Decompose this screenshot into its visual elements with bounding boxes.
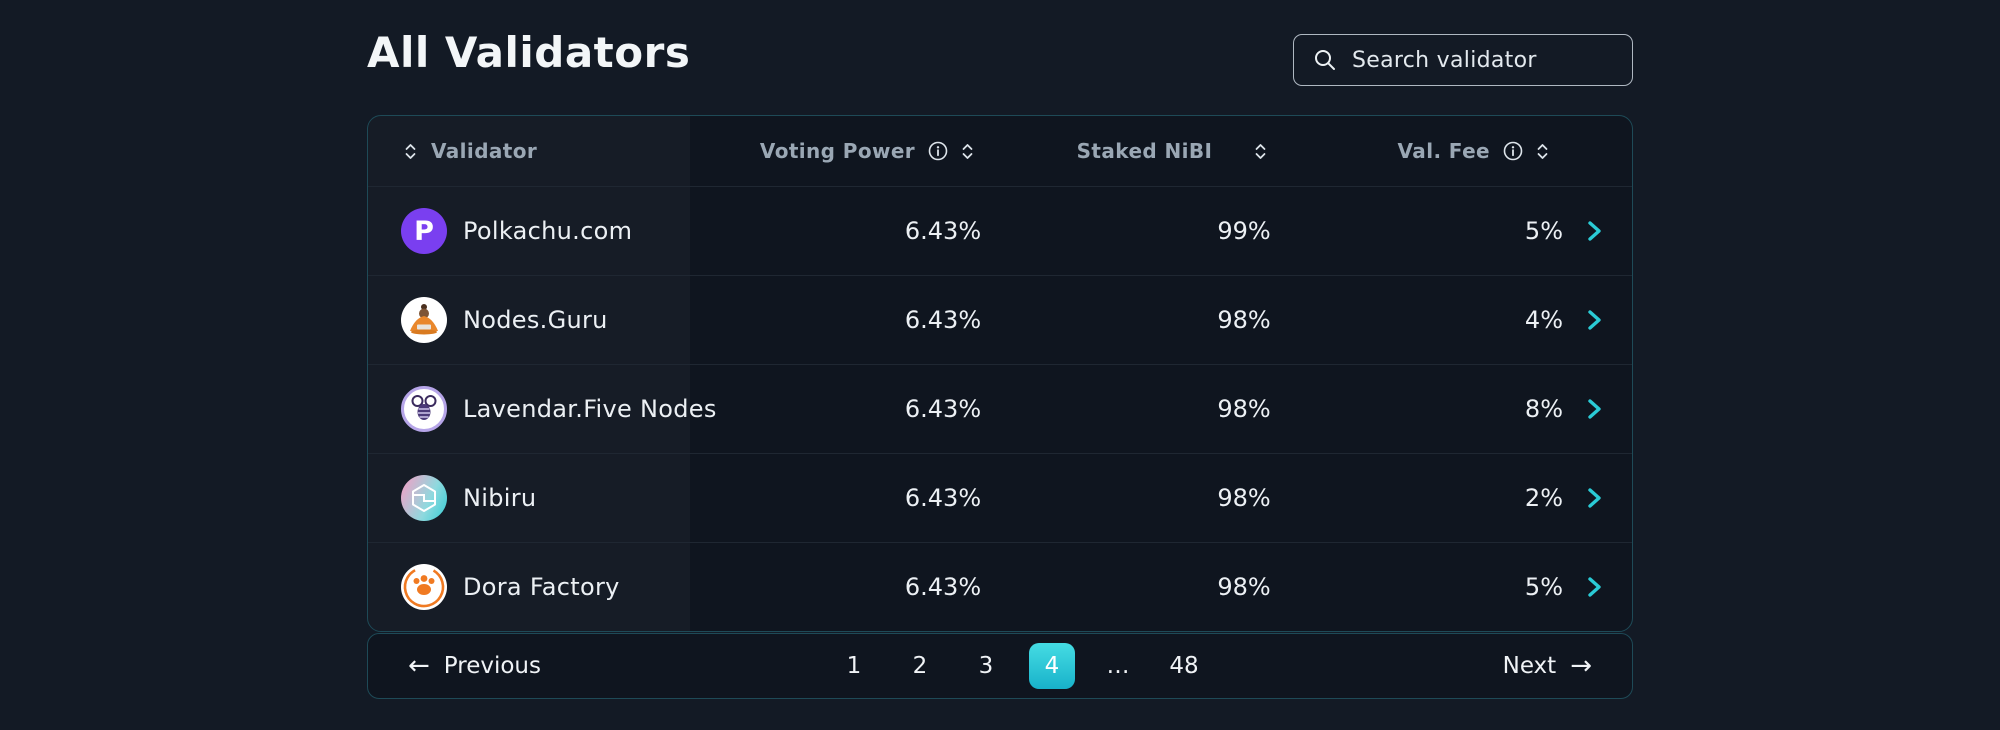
pagination-bar: ← Previous 1 2 3 4 … 48 Next → [367,633,1633,699]
page-ellipsis: … [1106,653,1130,679]
validator-name: Polkachu.com [463,217,633,245]
nodes-guru-logo-icon [401,297,447,343]
table-body: P Polkachu.com 6.43% 99% 5% [368,186,1632,631]
header-voting-power-label: Voting Power [759,139,916,163]
header-staked-nibi[interactable]: Staked NiBI [1044,116,1300,186]
voting-power-value: 6.43% [904,395,982,423]
validator-name: Dora Factory [463,573,620,601]
arrow-right-icon: → [1570,651,1592,681]
staked-value: 98% [1217,484,1271,512]
next-button[interactable]: Next → [1503,653,1592,679]
page-button-1[interactable]: 1 [846,653,862,679]
page-button-2[interactable]: 2 [912,653,928,679]
previous-button[interactable]: ← Previous [408,653,541,679]
table-row[interactable]: P Polkachu.com 6.43% 99% 5% [368,186,1632,275]
page-button-48[interactable]: 48 [1169,653,1199,679]
table-row[interactable]: Lavendar.Five Nodes 6.43% 98% 8% [368,364,1632,453]
header-val-fee-label: Val. Fee [1397,139,1490,163]
voting-power-value: 6.43% [904,306,982,334]
validator-name: Nodes.Guru [463,306,608,334]
header-staked-nibi-label: Staked NiBI [1076,139,1213,163]
info-icon[interactable] [927,140,949,162]
staked-value: 98% [1217,573,1271,601]
voting-power-value: 6.43% [904,573,982,601]
table-header-row: Validator Voting Power [368,116,1632,186]
page-title: All Validators [367,28,691,77]
arrow-left-icon: ← [408,651,430,681]
table-row[interactable]: Nodes.Guru 6.43% 98% 4% [368,275,1632,364]
chevron-right-icon [1587,487,1602,509]
voting-power-value: 6.43% [904,217,982,245]
validator-name: Nibiru [463,484,537,512]
nibiru-logo-icon [401,475,447,521]
header-voting-power[interactable]: Voting Power [690,116,1044,186]
dora-factory-logo-icon [401,564,447,610]
chevron-right-icon [1587,398,1602,420]
polkachu-logo-icon: P [401,208,447,254]
sort-icon[interactable] [1536,143,1549,160]
header-val-fee[interactable]: Val. Fee [1300,116,1632,186]
next-label: Next [1502,653,1557,679]
sort-icon[interactable] [961,143,974,160]
fee-value: 4% [1524,306,1563,334]
validator-name: Lavendar.Five Nodes [463,395,717,423]
staked-value: 98% [1217,306,1271,334]
page-button-3[interactable]: 3 [978,653,994,679]
page-number-list: 1 2 3 4 … 48 [831,643,1207,689]
sort-icon[interactable] [1254,143,1267,160]
staked-value: 98% [1217,395,1271,423]
search-placeholder: Search validator [1352,47,1537,73]
chevron-right-icon [1587,220,1602,242]
info-icon[interactable] [1502,140,1524,162]
chevron-right-icon [1587,309,1602,331]
table-row[interactable]: Dora Factory 6.43% 98% 5% [368,542,1632,631]
header-validator[interactable]: Validator [368,116,690,186]
fee-value: 5% [1524,217,1563,245]
header-validator-label: Validator [431,139,538,163]
fee-value: 8% [1524,395,1563,423]
fee-value: 5% [1524,573,1563,601]
chevron-right-icon [1587,576,1602,598]
sort-icon[interactable] [404,143,417,160]
lavender-five-bee-logo-icon [401,386,447,432]
fee-value: 2% [1524,484,1563,512]
voting-power-value: 6.43% [904,484,982,512]
page-button-4[interactable]: 4 [1029,643,1075,689]
table-row[interactable]: Nibiru 6.43% 98% 2% [368,453,1632,542]
validators-table: Validator Voting Power [367,115,1633,632]
previous-label: Previous [443,653,541,679]
validators-page: All Validators Search validator Validato… [367,0,1633,730]
search-input[interactable]: Search validator [1293,34,1633,86]
staked-value: 99% [1217,217,1271,245]
search-icon [1312,47,1338,73]
